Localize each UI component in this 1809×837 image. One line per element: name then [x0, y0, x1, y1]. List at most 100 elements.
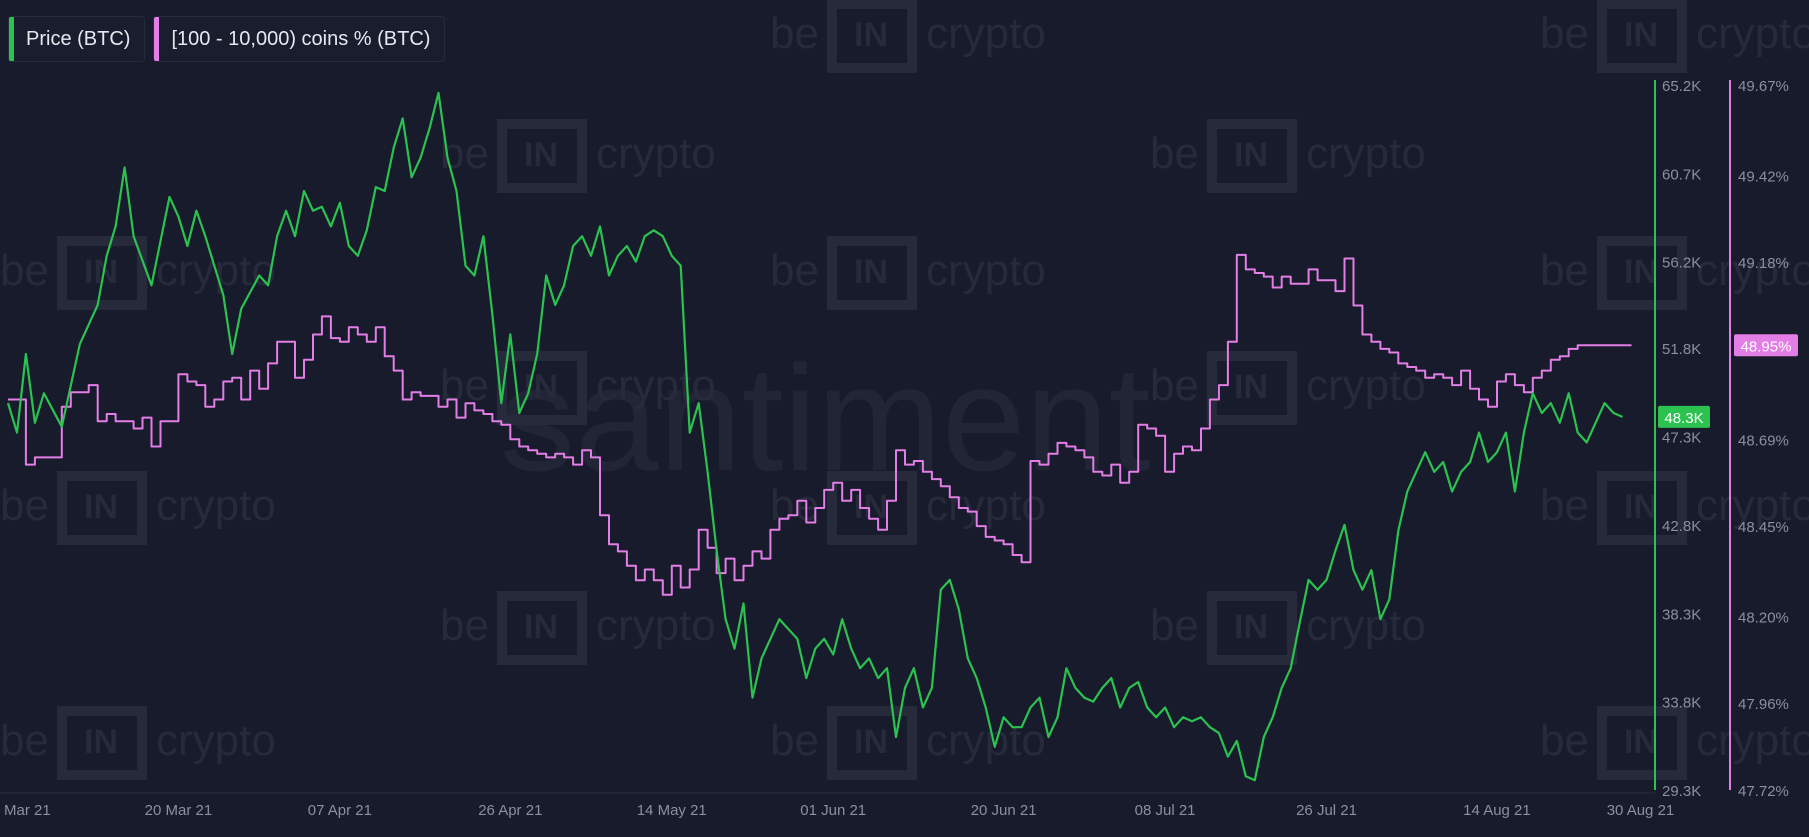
- x-axis-tick-label: 20 Mar 21: [145, 802, 213, 819]
- watermark-bracket: [1597, 706, 1687, 780]
- price-axis-tick-label: 51.8K: [1662, 341, 1701, 358]
- x-axis-tick-label: 20 Jun 21: [971, 802, 1037, 819]
- watermark-text: crypto: [156, 481, 276, 530]
- legend-item-coins[interactable]: [100 - 10,000) coins % (BTC): [153, 16, 446, 62]
- price-axis-tick-label: 60.7K: [1662, 166, 1701, 183]
- watermark-text: be: [1150, 361, 1199, 410]
- watermark-text: crypto: [926, 481, 1046, 530]
- watermark-text: IN: [1624, 16, 1658, 54]
- watermark-text: be: [770, 9, 819, 58]
- watermark-text: be: [770, 716, 819, 765]
- x-axis-tick-label: 30 Aug 21: [1607, 802, 1675, 819]
- watermark-bracket: [827, 706, 917, 780]
- watermark-text: IN: [1234, 136, 1268, 174]
- brand-watermark: be IN crypto: [1150, 119, 1426, 193]
- brand-watermark: be IN crypto: [0, 471, 276, 545]
- coins-current-badge: [1734, 334, 1798, 357]
- watermark-text: IN: [1624, 723, 1658, 761]
- price-color-swatch: [9, 17, 14, 61]
- watermark-bracket: [497, 591, 587, 665]
- brand-watermark: be IN crypto: [1150, 591, 1426, 665]
- watermark-bracket: [827, 236, 917, 310]
- brand-watermark: be IN crypto: [770, 471, 1046, 545]
- watermark-text: IN: [854, 16, 888, 54]
- brand-watermark: be IN crypto: [0, 236, 276, 310]
- legend-item-price[interactable]: Price (BTC): [8, 16, 146, 62]
- watermark-text: crypto: [926, 246, 1046, 295]
- coins-axis-tick-label: 49.18%: [1738, 255, 1789, 272]
- legend-label-price: Price (BTC): [26, 27, 131, 50]
- watermark-bracket: [57, 706, 147, 780]
- coins-axis-tick-label: 48.20%: [1738, 609, 1789, 626]
- x-axis-tick-label: 07 Apr 21: [308, 802, 372, 819]
- watermark-bracket: [1207, 591, 1297, 665]
- watermark-bracket: [827, 0, 917, 73]
- watermark-text: be: [0, 246, 49, 295]
- watermark-bracket: [1597, 236, 1687, 310]
- watermark-bracket: [1597, 471, 1687, 545]
- watermark-text: crypto: [1696, 716, 1809, 765]
- watermark-text: IN: [1234, 608, 1268, 646]
- watermark-text: crypto: [1696, 9, 1809, 58]
- coins-axis-tick-label: 48.45%: [1738, 519, 1789, 536]
- watermark-text: be: [440, 601, 489, 650]
- brand-watermark: be IN crypto: [440, 351, 716, 425]
- watermark-text: crypto: [156, 716, 276, 765]
- x-axis-tick-label: 26 Apr 21: [478, 802, 542, 819]
- brand-watermark: be IN crypto: [1540, 471, 1809, 545]
- brand-watermark: be IN crypto: [770, 236, 1046, 310]
- coins-axis-tick-label: 49.42%: [1738, 168, 1789, 185]
- x-axis-tick-label: 02 Mar 21: [0, 802, 51, 819]
- watermark-text: IN: [854, 253, 888, 291]
- price-axis-tick-label: 29.3K: [1662, 783, 1701, 800]
- price-axis-tick-label: 38.3K: [1662, 606, 1701, 623]
- watermark-text: IN: [854, 723, 888, 761]
- coins-axis-tick-label: 47.72%: [1738, 783, 1789, 800]
- price-axis-tick-label: 65.2K: [1662, 78, 1701, 95]
- brand-watermark: be IN crypto: [440, 591, 716, 665]
- price-axis-tick-label: 33.8K: [1662, 695, 1701, 712]
- watermark-text: crypto: [926, 9, 1046, 58]
- series-layer: [6, 91, 1632, 782]
- santiment-watermark: santiment: [500, 334, 1150, 502]
- x-axis-tick-label: 01 Jun 21: [800, 802, 866, 819]
- watermark-text: IN: [1624, 488, 1658, 526]
- watermark-text: crypto: [1306, 361, 1426, 410]
- x-axis-tick-label: 26 Jul 21: [1296, 802, 1357, 819]
- x-axis-tick-label: 14 Aug 21: [1463, 802, 1531, 819]
- watermark-layer: be IN crypto be IN crypto be IN crypto be IN crypto…: [0, 0, 1809, 780]
- price-axis-tick-label: 56.2K: [1662, 255, 1701, 272]
- coins-color-swatch: [154, 17, 160, 61]
- watermark-text: be: [440, 129, 489, 178]
- value-badge-layer: 48.3K 48.95%: [1658, 334, 1798, 428]
- watermark-text: crypto: [596, 361, 716, 410]
- brand-watermark: be IN crypto: [1150, 351, 1426, 425]
- watermark-bracket: [1207, 119, 1297, 193]
- watermark-text: be: [1150, 129, 1199, 178]
- x-axis-tick-label: 08 Jul 21: [1135, 802, 1196, 819]
- brand-watermark: be IN crypto: [770, 706, 1046, 780]
- axis-layer: 65.2K 60.7K 56.2K 51.8K 47.3K 42.8K 38.3K 33.8K…: [0, 78, 1789, 819]
- brand-watermark: be IN crypto: [1540, 236, 1809, 310]
- watermark-text: be: [1540, 716, 1589, 765]
- coins-axis-tick-label: 48.69%: [1738, 432, 1789, 449]
- watermark-text: be: [1540, 246, 1589, 295]
- watermark-text: be: [1540, 9, 1589, 58]
- coins-percent-line: [8, 253, 1632, 596]
- price-current-badge: [1658, 405, 1710, 428]
- watermark-text: IN: [1624, 253, 1658, 291]
- watermark-bracket: [827, 471, 917, 545]
- legend-label-coins: [100 - 10,000) coins % (BTC): [171, 27, 431, 50]
- price-current-label: 48.3K: [1664, 410, 1703, 427]
- brand-watermark: be IN crypto: [0, 706, 276, 780]
- price-line: [6, 91, 1623, 782]
- watermark-text: IN: [1234, 368, 1268, 406]
- watermark-bracket: [1597, 0, 1687, 73]
- brand-watermark: be IN crypto: [1540, 0, 1809, 73]
- watermark-text: crypto: [596, 601, 716, 650]
- watermark-text: crypto: [1306, 129, 1426, 178]
- watermark-text: be: [1540, 481, 1589, 530]
- watermark-text: IN: [84, 488, 118, 526]
- watermark-text: crypto: [926, 716, 1046, 765]
